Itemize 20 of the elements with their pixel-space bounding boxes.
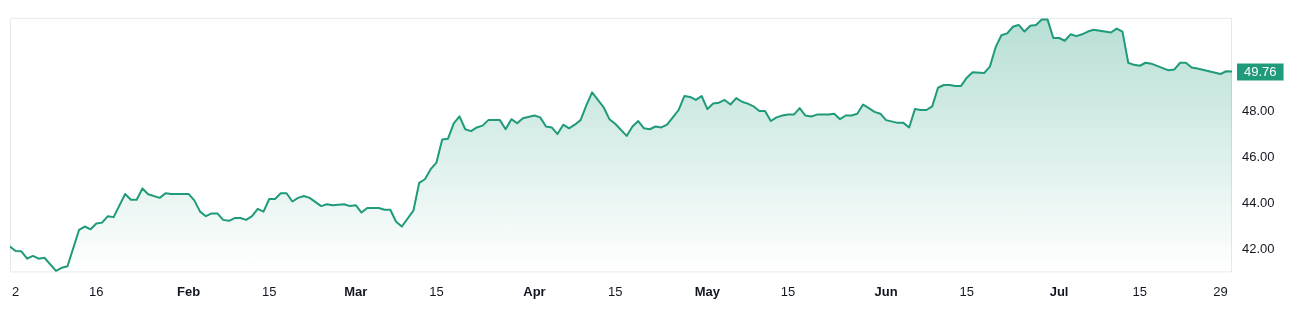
y-tick-label: 42.00 [1242,241,1275,257]
annotation: 49.76 [1244,64,1277,80]
y-tick-label: 44.00 [1242,195,1275,211]
x-tick-label: 2 [12,283,20,299]
y-tick-label: 46.00 [1242,149,1275,165]
y-tick-label: 48.00 [1242,103,1275,119]
x-tick-label: 15 [1132,283,1147,299]
x-tick-label: Jun [874,283,898,299]
x-tick-label: Mar [344,283,368,299]
x-tick-label: 15 [429,283,444,299]
x-tick-label: 15 [607,283,623,299]
x-tick-label: 15 [959,283,975,299]
x-tick-label: 15 [262,283,277,299]
x-tick-label: 29 [1213,283,1228,299]
x-tick-label: 16 [89,283,104,299]
x-tick-label: 15 [780,283,796,299]
x-tick-label: Apr [523,283,546,299]
x-tick-label: Jul [1049,283,1069,299]
x-tick-label: May [694,283,721,299]
x-tick-label: Feb [177,283,201,299]
